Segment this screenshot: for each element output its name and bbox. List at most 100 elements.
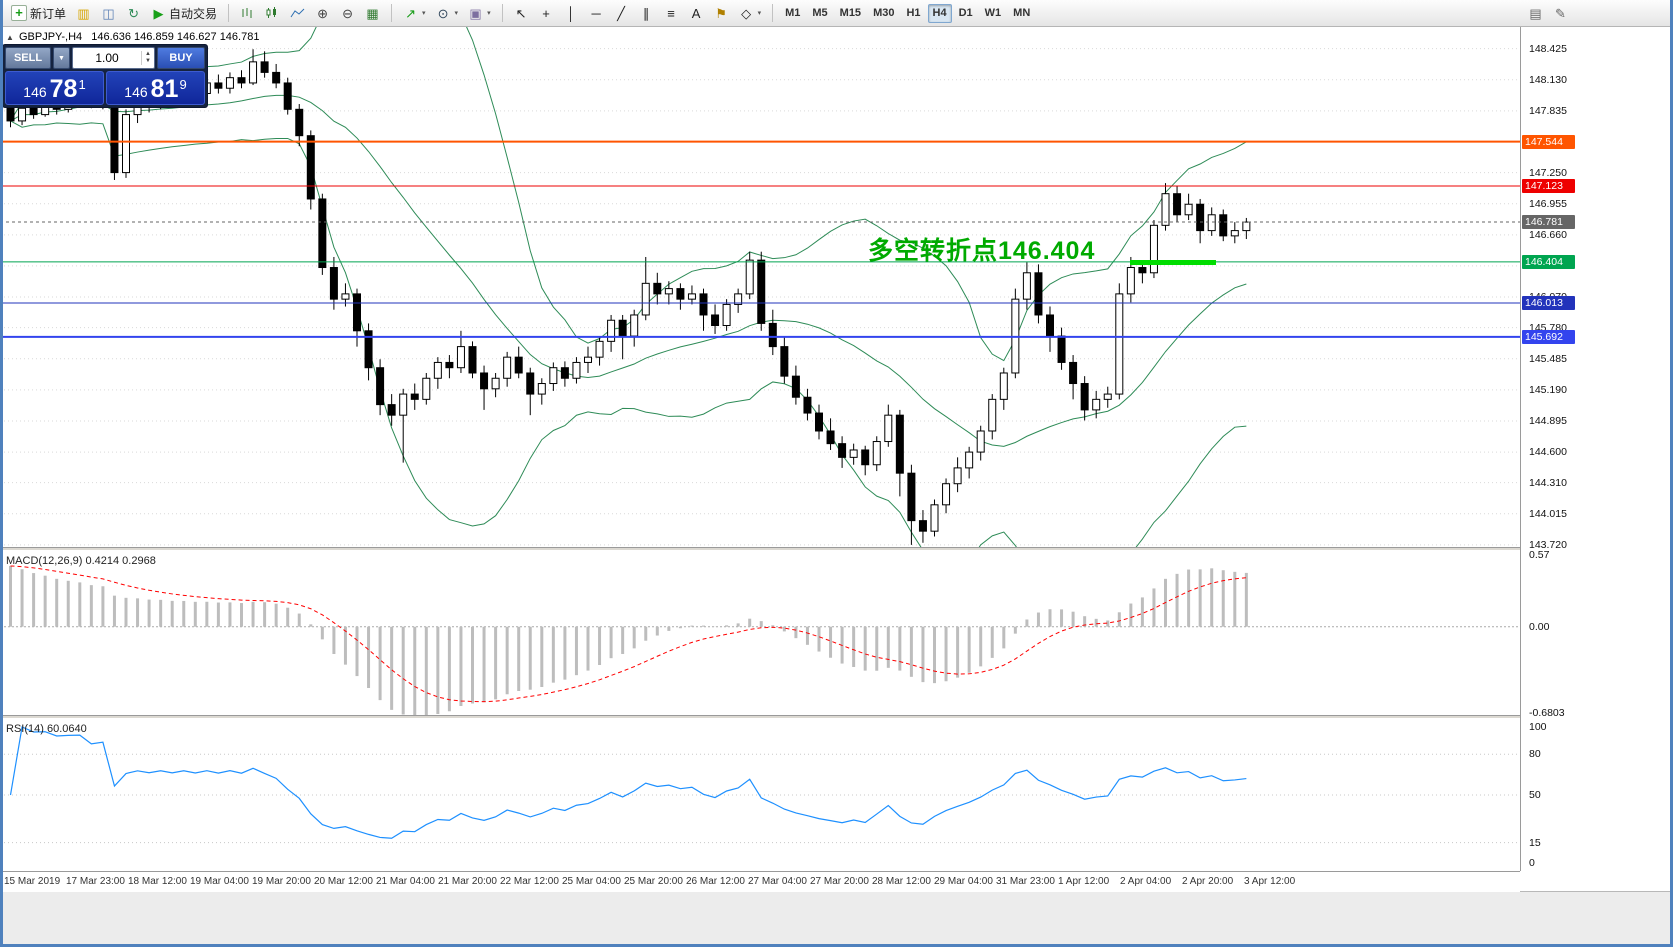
profiles-button[interactable]: ◫ [97, 3, 120, 23]
price-tick-label: 144.310 [1529, 476, 1567, 489]
time-tick-label: 18 Mar 12:00 [128, 876, 187, 887]
timeframe-h4[interactable]: H4 [927, 3, 952, 23]
time-tick-label: 3 Apr 12:00 [1244, 876, 1296, 887]
line-chart-button[interactable] [286, 3, 309, 23]
pane-separator[interactable] [0, 547, 1673, 551]
buy-button[interactable]: BUY [157, 47, 205, 69]
price-tick-label: 147.250 [1529, 166, 1567, 179]
toolbar: + 新订单 ▥ ◫ ↻ ▶ 自动交易 ⊕ ⊖ ▦ ↗ ▾ ⊙ ▾ ▣ ▾ ↖ + │ ─ ╱ ∥ ≡ A ⚑ ◇ ▾ M1 M5 M15 M… [0, 0, 1673, 27]
candlesticks [6, 49, 1251, 545]
notes-button[interactable]: ▤ [1524, 3, 1547, 23]
time-tick-label: 28 Mar 12:00 [872, 876, 931, 887]
macd-tick-label: 0.57 [1529, 548, 1550, 561]
macd-tick-label: -0.6803 [1529, 706, 1565, 719]
fibonacci-button[interactable]: ≡ [660, 3, 683, 23]
timeframe-w1[interactable]: W1 [980, 4, 1007, 23]
macd-pane[interactable]: MACD(12,26,9) 0.4214 0.2968 [0, 551, 1520, 715]
window-frame-right [1670, 0, 1673, 947]
timeframe-m30[interactable]: M30 [868, 4, 899, 23]
zoom-in-button[interactable]: ⊕ [311, 3, 334, 23]
trendline-button[interactable]: ╱ [610, 3, 633, 23]
time-tick-label: 21 Mar 20:00 [438, 876, 497, 887]
autotrading-button-label: 自动交易 [169, 6, 218, 21]
periods-button[interactable]: ⊙ ▾ [432, 3, 463, 23]
volume-decrease-button[interactable]: ▼ [145, 58, 151, 64]
refresh-button[interactable]: ↻ [122, 3, 145, 23]
price-axis[interactable]: 148.425148.130147.835147.540147.250146.9… [1520, 26, 1673, 871]
rsi-label: RSI(14) 60.0640 [6, 723, 87, 735]
order-type-dropdown[interactable]: ▼ [53, 47, 70, 69]
channel-button[interactable]: ∥ [635, 3, 658, 23]
timeframe-m5[interactable]: M5 [807, 4, 832, 23]
autotrading-button[interactable]: ▶ 自动交易 [147, 3, 221, 23]
time-tick-label: 25 Mar 04:00 [562, 876, 621, 887]
timeframe-h1[interactable]: H1 [901, 4, 925, 23]
time-axis[interactable]: 15 Mar 2019 17 Mar 23:00 18 Mar 12:00 19 Ma… [0, 871, 1520, 892]
candlestick-chart-button[interactable] [261, 3, 284, 23]
new-order-button-label: 新订单 [30, 6, 67, 21]
crosshair-button[interactable]: + [535, 3, 558, 23]
volume-increase-button[interactable]: ▲ [145, 51, 151, 57]
timeframe-m1[interactable]: M1 [780, 4, 805, 23]
text-button[interactable]: A [685, 3, 708, 23]
sell-button[interactable]: SELL [5, 47, 51, 69]
templates-button[interactable]: ▣ ▾ [464, 3, 495, 23]
text-label-button[interactable]: ⚑ [710, 3, 733, 23]
toolbar-separator [228, 4, 230, 22]
chevron-down-icon: ▼ [58, 54, 65, 62]
trendline-icon: ╱ [617, 5, 625, 21]
indicators-button[interactable]: ↗ ▾ [399, 3, 430, 23]
edit-button[interactable]: ✎ [1549, 3, 1572, 23]
time-tick-label: 2 Apr 20:00 [1182, 876, 1234, 887]
price-tick-label: 147.835 [1529, 104, 1567, 117]
sell-price-button[interactable]: 146 78 1 [5, 71, 104, 105]
time-tick-label: 17 Mar 23:00 [66, 876, 125, 887]
rsi-canvas[interactable] [0, 719, 1520, 871]
new-order-button[interactable]: + 新订单 [7, 3, 70, 23]
tile-windows-button[interactable]: ▦ [361, 3, 384, 23]
volume-field[interactable]: 1.00 ▲ ▼ [72, 47, 155, 69]
cursor-button[interactable]: ↖ [510, 3, 533, 23]
arrows-button[interactable]: ◇ ▾ [735, 3, 766, 23]
template-icon: ▣ [469, 5, 482, 21]
price-badge: 145.692 [1522, 329, 1575, 344]
new-chart-button[interactable]: ▥ [72, 3, 95, 23]
price-badge: 147.123 [1522, 178, 1575, 193]
horizontal-line-objects[interactable] [0, 140, 1520, 338]
price-tick-label: 144.015 [1529, 507, 1567, 520]
price-tick-label: 143.720 [1529, 538, 1567, 551]
rsi-level-lines [0, 753, 1520, 844]
macd-signal-line [10, 565, 1247, 703]
zoom-out-button[interactable]: ⊖ [336, 3, 359, 23]
rsi-pane[interactable]: RSI(14) 60.0640 [0, 719, 1520, 871]
timeframe-d1[interactable]: D1 [954, 4, 978, 23]
horizontal-line-button[interactable]: ─ [585, 3, 608, 23]
rsi-tick-label: 0 [1529, 857, 1535, 869]
price-badge: 146.404 [1522, 254, 1575, 269]
chart-window: ▲ GBPJPY-,H4 146.636 146.859 146.627 146… [0, 26, 1673, 947]
price-badge: 146.781 [1522, 215, 1575, 230]
indicators-icon: ↗ [405, 5, 416, 21]
timeframe-mn[interactable]: MN [1008, 4, 1035, 23]
pivot-highlight-line[interactable] [1130, 259, 1216, 265]
time-tick-label: 15 Mar 2019 [4, 876, 61, 887]
time-tick-label: 2 Apr 04:00 [1120, 876, 1172, 887]
timeframe-m15[interactable]: M15 [835, 4, 866, 23]
text-icon: A [691, 5, 701, 21]
sell-price-sup: 1 [78, 77, 86, 92]
price-tick-label: 144.895 [1529, 414, 1567, 427]
price-chart-pane[interactable]: ▲ GBPJPY-,H4 146.636 146.859 146.627 146… [0, 26, 1520, 547]
fibonacci-icon: ≡ [667, 5, 675, 21]
macd-histogram [9, 565, 1248, 715]
macd-canvas[interactable] [0, 551, 1520, 715]
pivot-annotation-text[interactable]: 多空转折点146.404 [868, 237, 1096, 265]
vertical-line-button[interactable]: │ [560, 3, 583, 23]
main-chart-canvas[interactable] [0, 26, 1520, 547]
price-badge: 146.013 [1522, 296, 1575, 311]
bar-chart-button[interactable] [236, 3, 259, 23]
buy-price-button[interactable]: 146 81 9 [106, 71, 205, 105]
volume-value: 1.00 [95, 51, 119, 65]
time-tick-label: 19 Mar 20:00 [252, 876, 311, 887]
macd-tick-label: 0.00 [1529, 620, 1550, 633]
pane-separator[interactable] [0, 715, 1673, 719]
